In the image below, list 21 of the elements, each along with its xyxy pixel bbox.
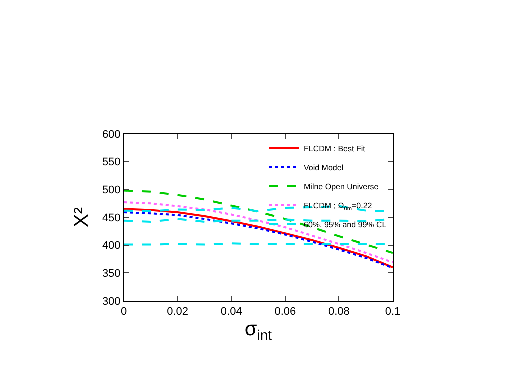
y-tick-label: 450 (102, 212, 121, 224)
x-tick-label: 0.08 (328, 306, 350, 318)
line-series (124, 201, 393, 264)
x-tick-label: 0 (120, 306, 128, 318)
y-tick-label: 600 (102, 128, 121, 141)
x-tick-label: 0.04 (220, 306, 242, 318)
legend-label: FLCDM : Best Fit (304, 144, 366, 154)
y-tick-label: 400 (102, 240, 121, 252)
y-axis-title: Χ² (70, 207, 93, 228)
x-tick-label: 0.06 (274, 306, 296, 318)
y-tick-label: 500 (102, 184, 121, 197)
legend-label: Milne Open Universe (304, 182, 380, 192)
line-series (124, 190, 393, 254)
y-tick-label: 350 (102, 268, 121, 280)
y-tick-label: 550 (102, 156, 121, 169)
legend-label: Void Model (304, 164, 344, 173)
x-axis-title: σ$_{int}$ (244, 318, 272, 343)
legend-label: 60%, 95% and 99% CL (304, 220, 388, 230)
x-tick-label: 0.02 (167, 306, 189, 318)
x-tick-label: 0.1 (385, 306, 401, 318)
y-tick-label: 300 (102, 296, 121, 308)
